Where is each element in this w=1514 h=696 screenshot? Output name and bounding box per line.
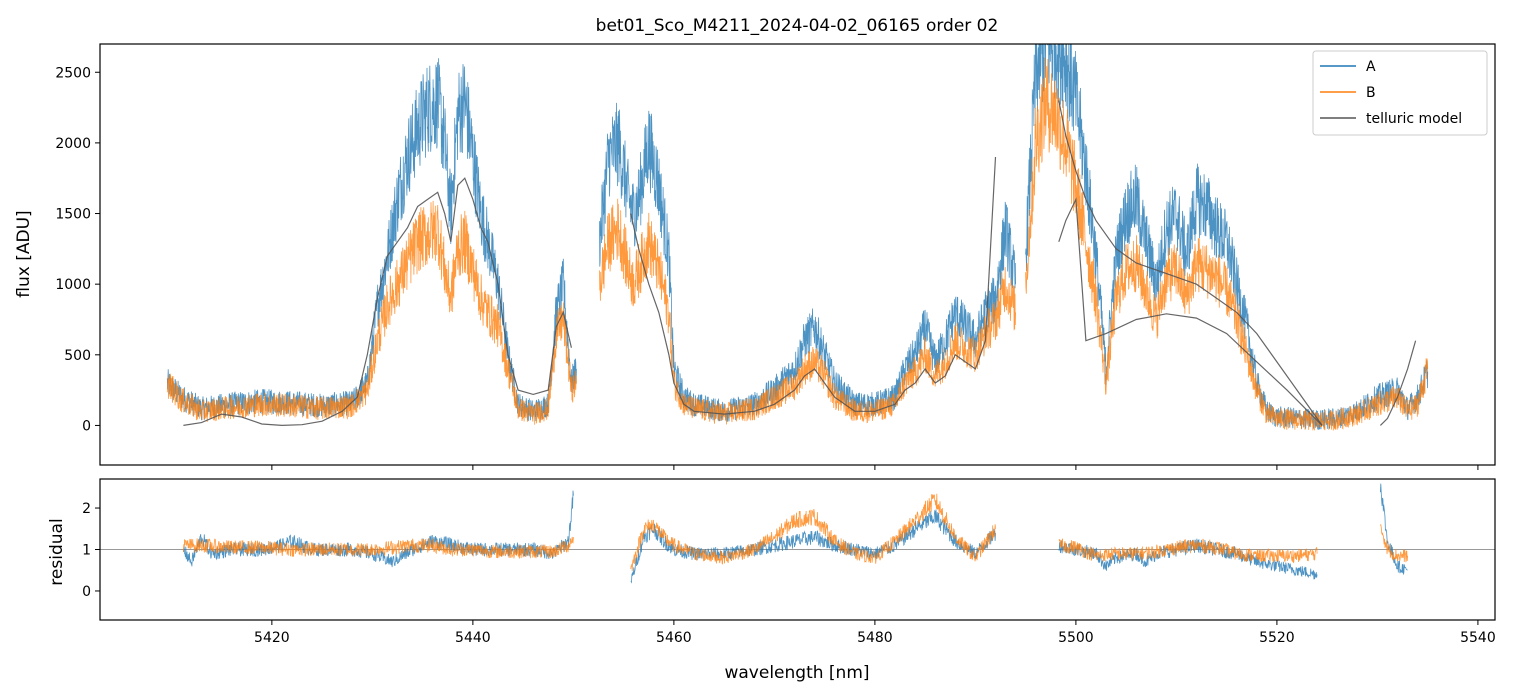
x-tick-label: 5420 [254,630,290,646]
flux-y-axis: 0 500 1000 1500 2000 2500 [55,65,100,434]
x-axis-label: wavelength [nm] [724,663,869,683]
x-tick-label: 5540 [1460,630,1496,646]
residual-plot-area [183,483,1408,584]
x-tick-label: 5460 [656,630,692,646]
residual-series-b-segment-3 [1380,523,1408,563]
residual-series-b-segment-1 [630,493,996,571]
x-tick-label: 5480 [857,630,893,646]
flux-y-tick-label: 1000 [55,277,91,293]
flux-y-tick-label: 1500 [55,207,91,223]
legend-frame [1312,50,1488,136]
flux-y-tick-label: 500 [64,348,91,364]
flux-series-a-segment-2 [1025,44,1429,431]
flux-x-ticks [271,465,1479,470]
residual-y-label: residual [47,518,67,585]
flux-series-telluric-segment-1 [630,156,997,415]
residual-series-b-segment-0 [183,536,574,559]
flux-panel: 0 500 1000 1500 2000 2500 flux [ADU] A B tell… [14,43,1496,470]
x-tick-label: 5520 [1259,630,1295,646]
legend-label-telluric: telluric model [1366,111,1462,127]
flux-series-a-segment-1 [599,102,1016,422]
residual-series-a-segment-1 [630,509,996,584]
flux-series-telluric-segment-4 [1379,340,1417,426]
flux-y-label: flux [ADU] [14,210,34,297]
flux-series-b-segment-2 [1025,57,1429,431]
flux-series-b-segment-0 [166,200,577,425]
flux-series-telluric-segment-0 [183,177,572,427]
flux-y-tick-label: 2500 [55,65,91,81]
flux-series-telluric-segment-2 [1058,100,1323,426]
residual-y-axis: 0 1 2 [82,501,100,600]
residual-panel: 0 1 2 5420 5440 5460 5480 5500 5520 5540 residua… [47,478,1496,646]
residual-series-b-segment-2 [1058,538,1318,564]
flux-y-tick-label: 0 [82,418,91,434]
residual-axes-frame [99,478,1496,621]
residual-y-tick-label: 1 [82,543,91,559]
residual-y-tick-label: 0 [82,584,91,600]
residual-x-axis: 5420 5440 5460 5480 5500 5520 5540 [254,620,1496,646]
flux-plot-area [166,44,1429,431]
chart-title: bet01_Sco_M4211_2024-04-02_06165 order 0… [596,16,999,36]
residual-y-tick-label: 2 [82,501,91,517]
legend: A B telluric model [1312,50,1488,136]
residual-series-a-segment-3 [1380,483,1408,575]
flux-y-tick-label: 2000 [55,136,91,152]
x-tick-label: 5440 [455,630,491,646]
legend-label-b: B [1366,85,1376,101]
legend-label-a: A [1366,59,1376,75]
flux-axes-frame [99,43,1496,466]
flux-series-telluric-segment-3 [1058,197,1323,426]
x-tick-label: 5500 [1058,630,1094,646]
